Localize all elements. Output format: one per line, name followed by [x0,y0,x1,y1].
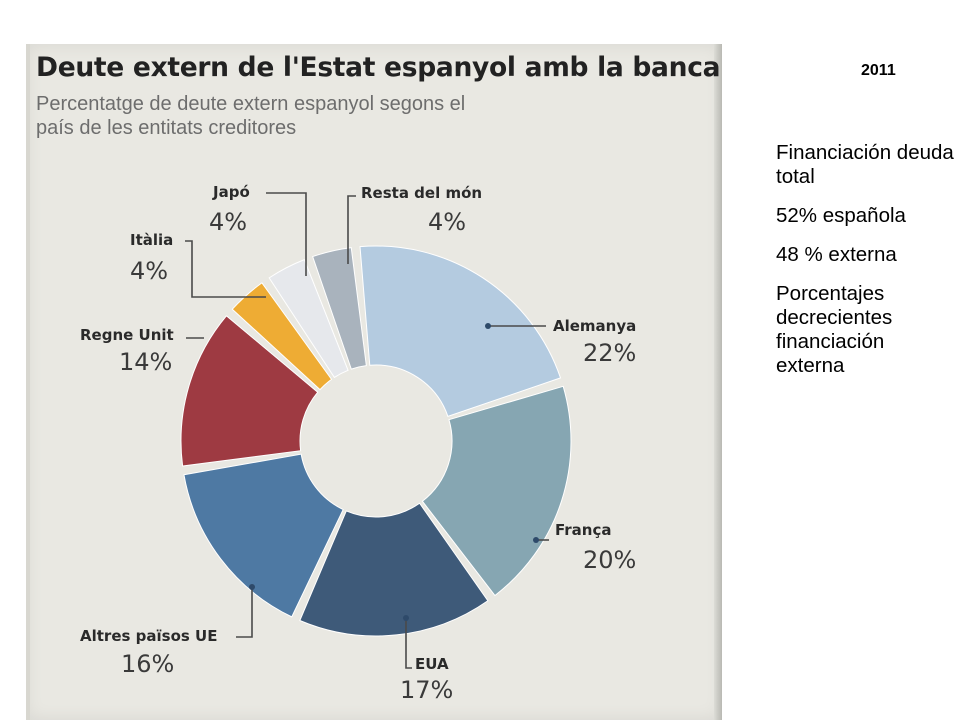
leader-dot-alemanya [485,323,491,329]
year-label: 2011 [861,62,896,79]
value-franca: 20% [583,546,636,574]
clipping-left-edge [26,44,30,720]
leader-line-italia [185,240,266,298]
label-franca: França [555,521,612,539]
value-altres-paisos-ue: 16% [121,650,174,678]
chart-title: Deute extern de l'Estat espanyol amb la … [36,52,721,83]
label-alemanya: Alemanya [553,317,636,335]
clipping-right-edge [714,44,722,720]
note-spanish-share: 52% española [776,204,906,227]
side-notes: Financiación deuda total 52% española 48… [776,141,954,393]
slice-regne-unit [180,315,319,467]
value-alemanya: 22% [583,339,636,367]
value-eua: 17% [400,676,453,704]
slice-japo [268,258,349,379]
leader-line-eua [405,618,412,669]
label-eua: EUA [415,655,449,673]
leader-line-altres-paisos-ue [236,587,253,638]
leader-dot-altres-paisos-ue [249,584,255,590]
slice-resta-del-mon [312,247,367,370]
newspaper-clipping: Deute extern de l'Estat espanyol amb la … [26,44,722,720]
value-japo: 4% [209,208,247,236]
label-altres-paisos-ue: Altres països UE [80,627,217,645]
slice-italia [231,282,333,391]
slice-alemanya [359,245,562,418]
slice-altres-paisos-ue [183,453,344,618]
label-japo: Japó [212,183,250,201]
donut-hole [301,366,451,516]
value-resta-del-mon: 4% [428,208,466,236]
donut-chart: Alemanya 22% França 20% EUA 17% Altres països … [80,183,636,704]
leader-dot-franca [533,537,539,543]
label-regne-unit: Regne Unit [80,326,174,344]
note-total-financing: Financiación deuda total [776,141,954,188]
slice-franca [421,385,572,597]
label-resta-del-mon: Resta del món [361,184,482,202]
label-italia: Itàlia [130,231,173,249]
leader-dot-eua [403,615,409,621]
slice-eua [299,502,489,637]
value-italia: 4% [130,257,168,285]
chart-subtitle: Percentatge de deute extern espanyol seg… [36,93,466,139]
value-regne-unit: 14% [119,348,172,376]
leader-line-resta-del-mon [347,195,356,264]
note-decreasing: Porcentajes decrecientes financiación ex… [776,282,893,377]
note-external-share: 48 % externa [776,243,897,266]
leader-line-japo [266,192,307,276]
